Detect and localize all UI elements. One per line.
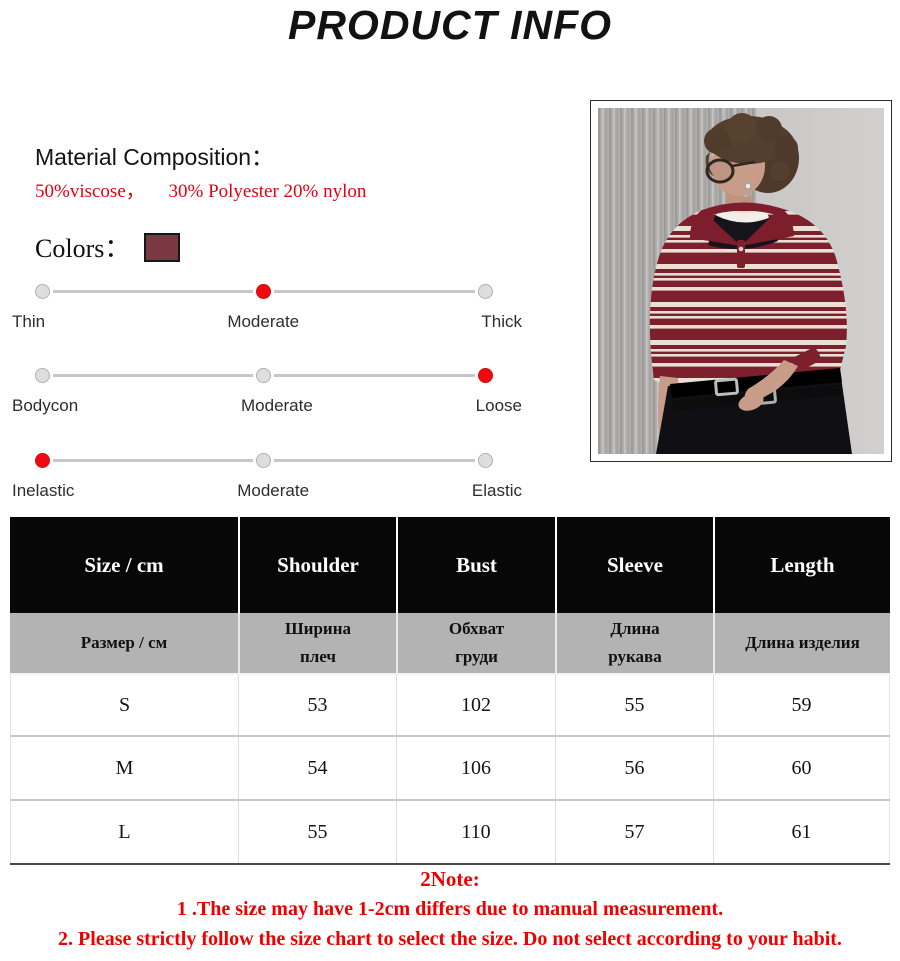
cell-length: 60 [713,737,890,799]
slider-dot-left[interactable] [35,368,50,383]
header-ru-shoulder: Ширинаплеч [238,613,396,673]
slider-label-left: Inelastic [12,481,74,501]
note-line-2: 2. Please strictly follow the size chart… [0,924,900,954]
header-length: Length [713,517,890,613]
material-composition-value: 50%viscose， 30% Polyester 20% nylon [35,176,366,203]
slider-labels: Inelastic Moderate Elastic [12,481,522,501]
header-ru-bust: Обхватгруди [396,613,555,673]
cell-shoulder: 55 [238,801,396,863]
cell-length: 61 [713,801,890,863]
table-row-m: M 54 106 56 60 [10,735,890,799]
slider-label-right: Thick [481,312,522,332]
slider-label-middle: Moderate [227,312,299,332]
cell-bust: 106 [396,737,555,799]
cell-size: S [10,675,238,735]
notes-block: 2Note: 1 .The size may have 1-2cm differ… [0,864,900,954]
slider-dot-right[interactable] [478,284,493,299]
header-ru-length: Длина изделия [713,613,890,673]
header-shoulder: Shoulder [238,517,396,613]
slider-dot-right[interactable] [478,453,493,468]
page-title: PRODUCT INFO [0,2,900,49]
cell-bust: 110 [396,801,555,863]
slider-dot-middle[interactable] [256,284,271,299]
slider-dot-left[interactable] [35,453,50,468]
header-ru-sleeve: Длинарукава [555,613,713,673]
cell-sleeve: 55 [555,675,713,735]
cell-shoulder: 54 [238,737,396,799]
header-bust: Bust [396,517,555,613]
product-photo [590,100,892,462]
color-swatch[interactable] [144,233,180,262]
cell-length: 59 [713,675,890,735]
colors-row: Colors： [35,228,180,265]
cell-sleeve: 57 [555,801,713,863]
notes-heading: 2Note: [0,864,900,894]
header-sleeve: Sleeve [555,517,713,613]
slider-labels: Bodycon Moderate Loose [12,396,522,416]
table-row-s: S 53 102 55 59 [10,673,890,735]
material-composition-heading: Material Composition： [35,138,274,172]
slider-dot-middle[interactable] [256,368,271,383]
table-header-row-en: Size / cm Shoulder Bust Sleeve Length [10,517,890,613]
cell-bust: 102 [396,675,555,735]
slider-label-left: Bodycon [12,396,78,416]
slider-row-elasticity: Inelastic Moderate Elastic [33,451,495,503]
slider-dot-left[interactable] [35,284,50,299]
product-info-page: PRODUCT INFO Material Composition： 50%vi… [0,0,900,961]
slider-dot-middle[interactable] [256,453,271,468]
table-header-row-ru: Размер / см Ширинаплеч Обхватгруди Длина… [10,613,890,673]
slider-dot-right[interactable] [478,368,493,383]
header-size: Size / cm [10,517,238,613]
cell-sleeve: 56 [555,737,713,799]
cell-size: M [10,737,238,799]
slider-labels: Thin Moderate Thick [12,312,522,332]
note-line-1: 1 .The size may have 1-2cm differs due t… [0,894,900,924]
cell-shoulder: 53 [238,675,396,735]
slider-row-fit: Bodycon Moderate Loose [33,366,495,418]
colors-label: Colors： [35,228,130,265]
slider-row-thickness: Thin Moderate Thick [33,282,495,334]
slider-label-left: Thin [12,312,45,332]
table-row-l: L 55 110 57 61 [10,799,890,863]
cell-size: L [10,801,238,863]
slider-label-right: Loose [476,396,522,416]
header-ru-size: Размер / см [10,613,238,673]
slider-label-middle: Moderate [237,481,309,501]
model-illustration [598,108,884,454]
size-table: Size / cm Shoulder Bust Sleeve Length Ра… [10,517,890,865]
slider-label-right: Elastic [472,481,522,501]
slider-label-middle: Moderate [241,396,313,416]
